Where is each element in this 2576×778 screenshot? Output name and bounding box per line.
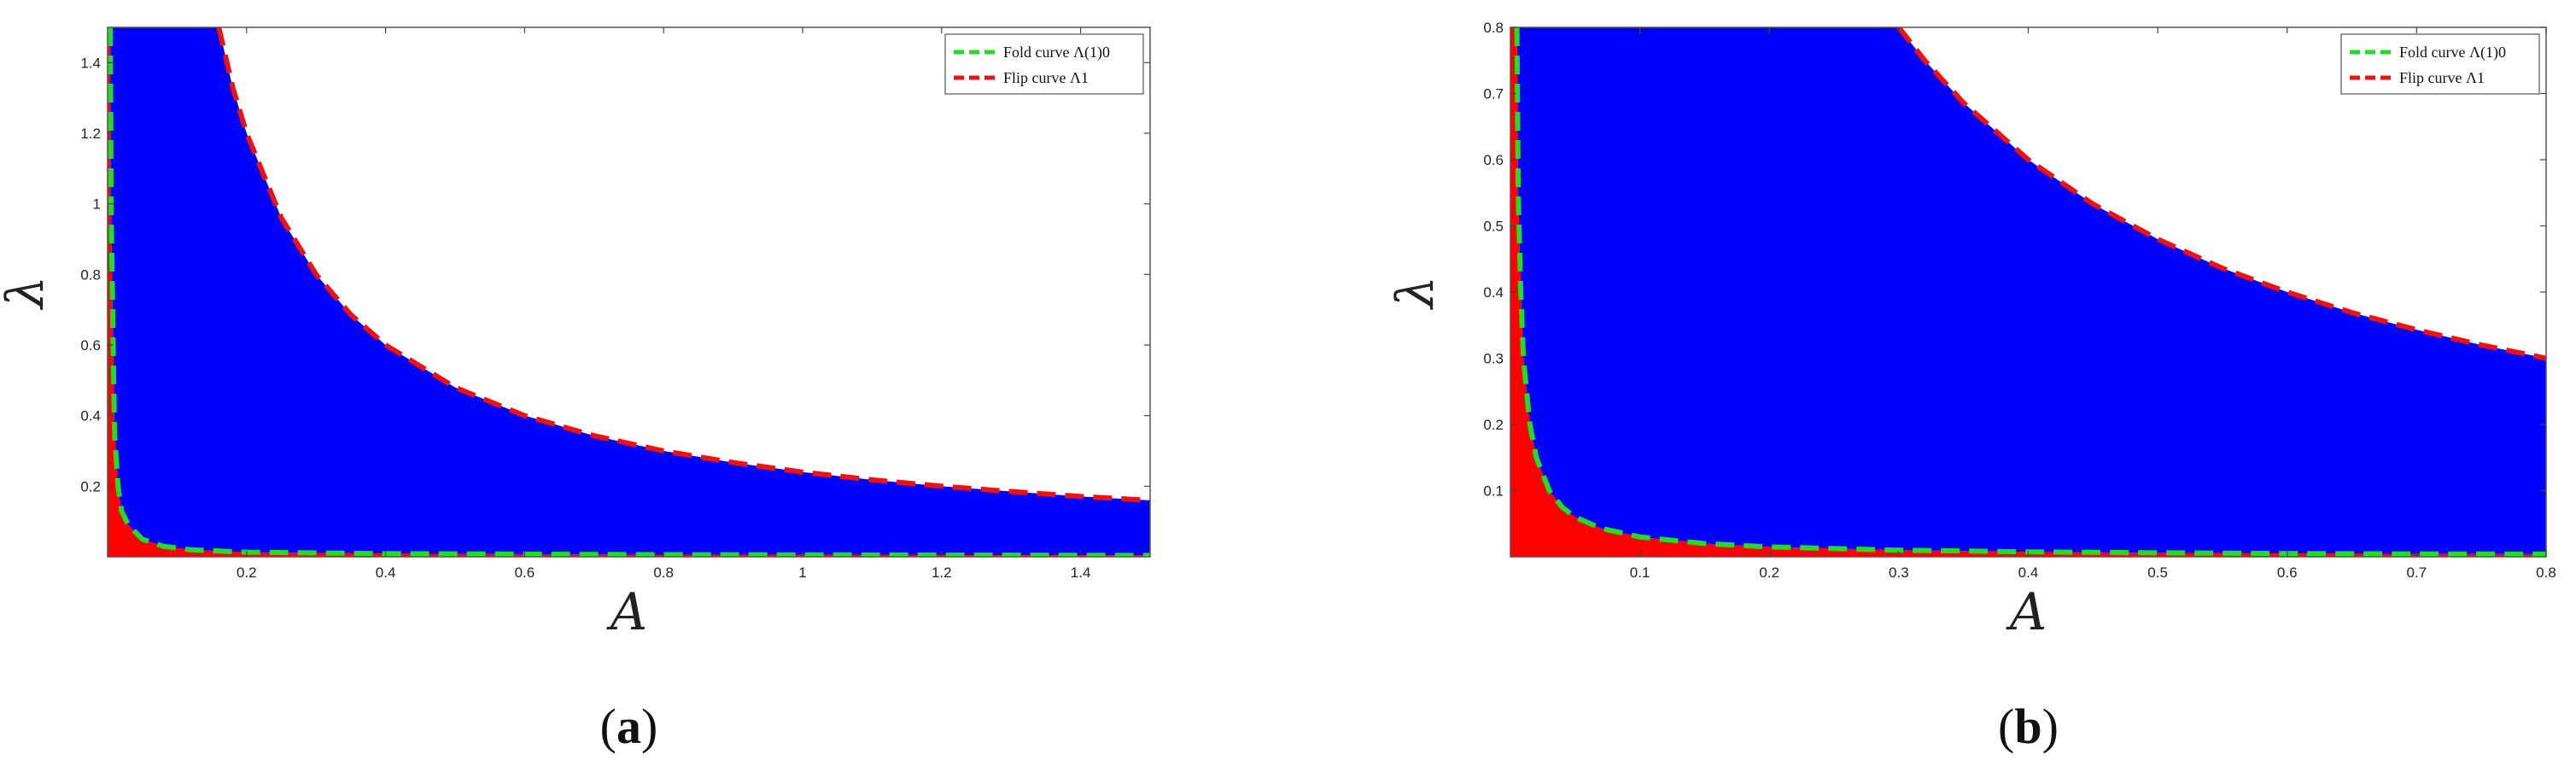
x-tick-label: 1.4 bbox=[1071, 564, 1091, 581]
y-axis-label: λ bbox=[1386, 276, 1446, 310]
y-tick-label: 0.8 bbox=[1483, 20, 1504, 36]
y-axis-label: λ bbox=[0, 276, 55, 310]
unstable-region bbox=[110, 27, 1150, 556]
chart-b-svg: 0.1 0.2 0.3 0.4 0.5 0.6 0.7 0.8 0.1 0.2 0.3 0.4 0.5 0… bbox=[1386, 20, 2556, 754]
y-tick-label: 0.7 bbox=[1483, 86, 1504, 102]
ticks: 0.2 0.4 0.6 0.8 1 1.2 1.4 0.2 0.4 0.6 0.8 1 1.2 1.4 bbox=[80, 27, 1150, 581]
x-tick-label: 0.6 bbox=[515, 564, 535, 581]
ticks: 0.1 0.2 0.3 0.4 0.5 0.6 0.7 0.8 0.1 0.2 0.3 0.4 0.5 0… bbox=[1483, 20, 2556, 581]
x-tick-label: 0.6 bbox=[2277, 564, 2298, 581]
x-tick-label: 0.5 bbox=[2147, 564, 2168, 581]
legend: Fold curve Λ(1)0 Flip curve Λ1 bbox=[2340, 33, 2540, 95]
x-axis-label: A bbox=[2006, 582, 2047, 642]
legend-label: Flip curve Λ1 bbox=[2399, 69, 2485, 86]
x-tick-label: 0.4 bbox=[2018, 564, 2039, 581]
plot-area bbox=[1510, 27, 2546, 557]
panel-letter: a bbox=[616, 699, 641, 754]
axes-frame bbox=[107, 26, 1151, 558]
legend-box bbox=[944, 33, 1144, 95]
x-tick-label: 0.8 bbox=[2536, 564, 2556, 581]
panel-caption: (b) bbox=[1998, 699, 2059, 754]
y-tick-label: 1.4 bbox=[80, 55, 101, 71]
panel-caption: (a) bbox=[600, 699, 658, 754]
x-axis-label: A bbox=[606, 582, 647, 642]
x-tick-label: 0.4 bbox=[376, 564, 396, 581]
chart-panel-b: 0.1 0.2 0.3 0.4 0.5 0.6 0.7 0.8 0.1 0.2 0.3 0.4 0.5 0… bbox=[1288, 0, 2576, 778]
y-tick-label: 0.3 bbox=[1483, 351, 1504, 367]
plot-area bbox=[108, 27, 1150, 557]
y-tick-label: 0.5 bbox=[1483, 219, 1504, 235]
y-tick-label: 0.2 bbox=[80, 478, 101, 494]
y-tick-label: 0.6 bbox=[1483, 152, 1504, 168]
y-tick-label: 0.4 bbox=[80, 408, 101, 424]
legend-label: Flip curve Λ1 bbox=[1003, 69, 1089, 86]
x-tick-label: 0.1 bbox=[1630, 564, 1650, 581]
panel-letter: b bbox=[2014, 699, 2042, 754]
flip-curve bbox=[216, 27, 1150, 503]
x-tick-label: 1 bbox=[798, 564, 806, 581]
legend-box bbox=[2340, 33, 2540, 95]
y-tick-label: 0.8 bbox=[80, 266, 101, 283]
legend-label: Fold curve Λ(1)0 bbox=[1003, 44, 1110, 61]
y-tick-label: 0.4 bbox=[1483, 284, 1504, 301]
x-tick-label: 0.2 bbox=[237, 564, 257, 581]
chart-a-svg: 0.2 0.4 0.6 0.8 1 1.2 1.4 0.2 0.4 0.6 0.8 1 1.2 1.4 Aλ… bbox=[0, 26, 1151, 754]
flip-curve bbox=[1896, 27, 2546, 361]
legend: Fold curve Λ(1)0 Flip curve Λ1 bbox=[944, 33, 1144, 95]
x-tick-label: 0.7 bbox=[2407, 564, 2427, 581]
y-tick-label: 0.6 bbox=[80, 337, 101, 354]
unstable-region bbox=[1516, 27, 2546, 554]
x-tick-label: 0.3 bbox=[1889, 564, 1909, 581]
y-tick-label: 0.2 bbox=[1483, 417, 1504, 433]
x-tick-label: 0.2 bbox=[1759, 564, 1779, 581]
legend-label: Fold curve Λ(1)0 bbox=[2399, 44, 2506, 61]
x-tick-label: 1.2 bbox=[932, 564, 952, 581]
fold-curve bbox=[108, 27, 1150, 557]
x-tick-label: 0.8 bbox=[653, 564, 674, 581]
y-tick-label: 1.2 bbox=[80, 126, 101, 142]
y-tick-label: 0.1 bbox=[1483, 483, 1504, 500]
y-tick-label: 1 bbox=[93, 196, 101, 213]
